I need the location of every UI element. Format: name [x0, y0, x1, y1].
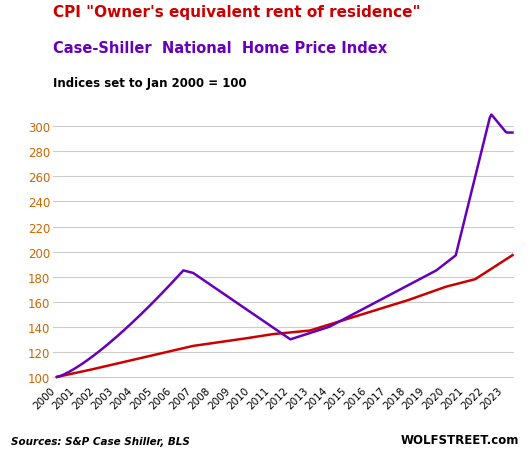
Text: CPI "Owner's equivalent rent of residence": CPI "Owner's equivalent rent of residenc… — [53, 5, 420, 19]
Text: WOLFSTREET.com: WOLFSTREET.com — [401, 433, 519, 446]
Text: Indices set to Jan 2000 = 100: Indices set to Jan 2000 = 100 — [53, 77, 246, 90]
Text: Sources: S&P Case Shiller, BLS: Sources: S&P Case Shiller, BLS — [11, 437, 190, 446]
Text: Case-Shiller  National  Home Price Index: Case-Shiller National Home Price Index — [53, 41, 387, 55]
